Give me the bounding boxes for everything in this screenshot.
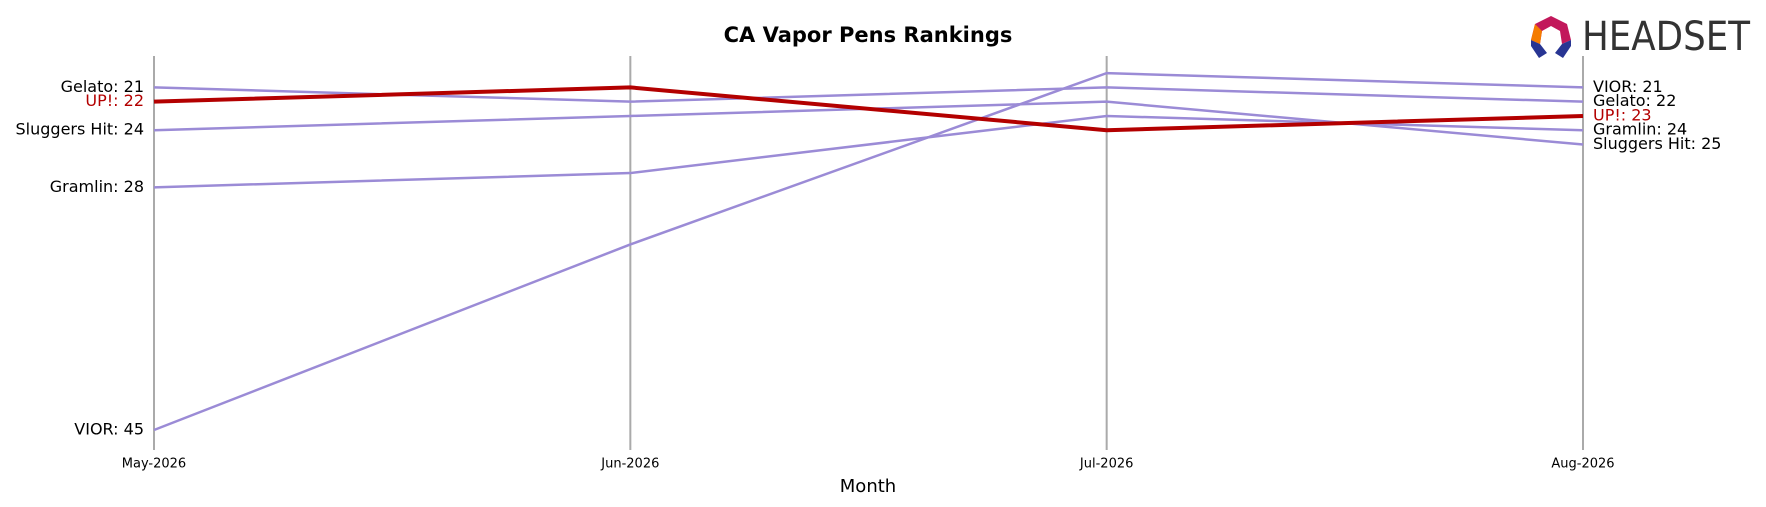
end-label: Sluggers Hit: 25 — [1593, 134, 1721, 153]
x-tick-label: May-2026 — [122, 457, 186, 472]
logo-icon — [1555, 40, 1571, 58]
x-axis-label: Month — [840, 476, 896, 497]
start-label: VIOR: 45 — [74, 420, 144, 439]
start-label: Sluggers Hit: 24 — [16, 120, 144, 139]
logo: HEADSET — [1531, 14, 1750, 60]
series-line — [153, 85, 1584, 133]
logo-text: HEADSET — [1582, 14, 1750, 60]
x-tick-label: Jul-2026 — [1079, 457, 1133, 472]
x-tick-label: Aug-2026 — [1551, 457, 1614, 472]
end-label: VIOR: 21 — [1593, 77, 1663, 96]
end-label: UP!: 23 — [1593, 105, 1652, 124]
chart-title: CA Vapor Pens Rankings — [724, 23, 1013, 47]
start-label: Gelato: 21 — [61, 77, 144, 96]
logo-icon — [1531, 24, 1542, 44]
start-label: Gramlin: 28 — [50, 177, 144, 196]
x-tick-label: Jun-2026 — [600, 457, 659, 472]
start-label: UP!: 22 — [85, 91, 144, 110]
series-line — [153, 114, 1584, 189]
logo-icon — [1531, 40, 1547, 58]
end-label: Gramlin: 24 — [1593, 120, 1687, 139]
series-line — [153, 71, 1584, 432]
end-label: Gelato: 22 — [1593, 91, 1676, 110]
